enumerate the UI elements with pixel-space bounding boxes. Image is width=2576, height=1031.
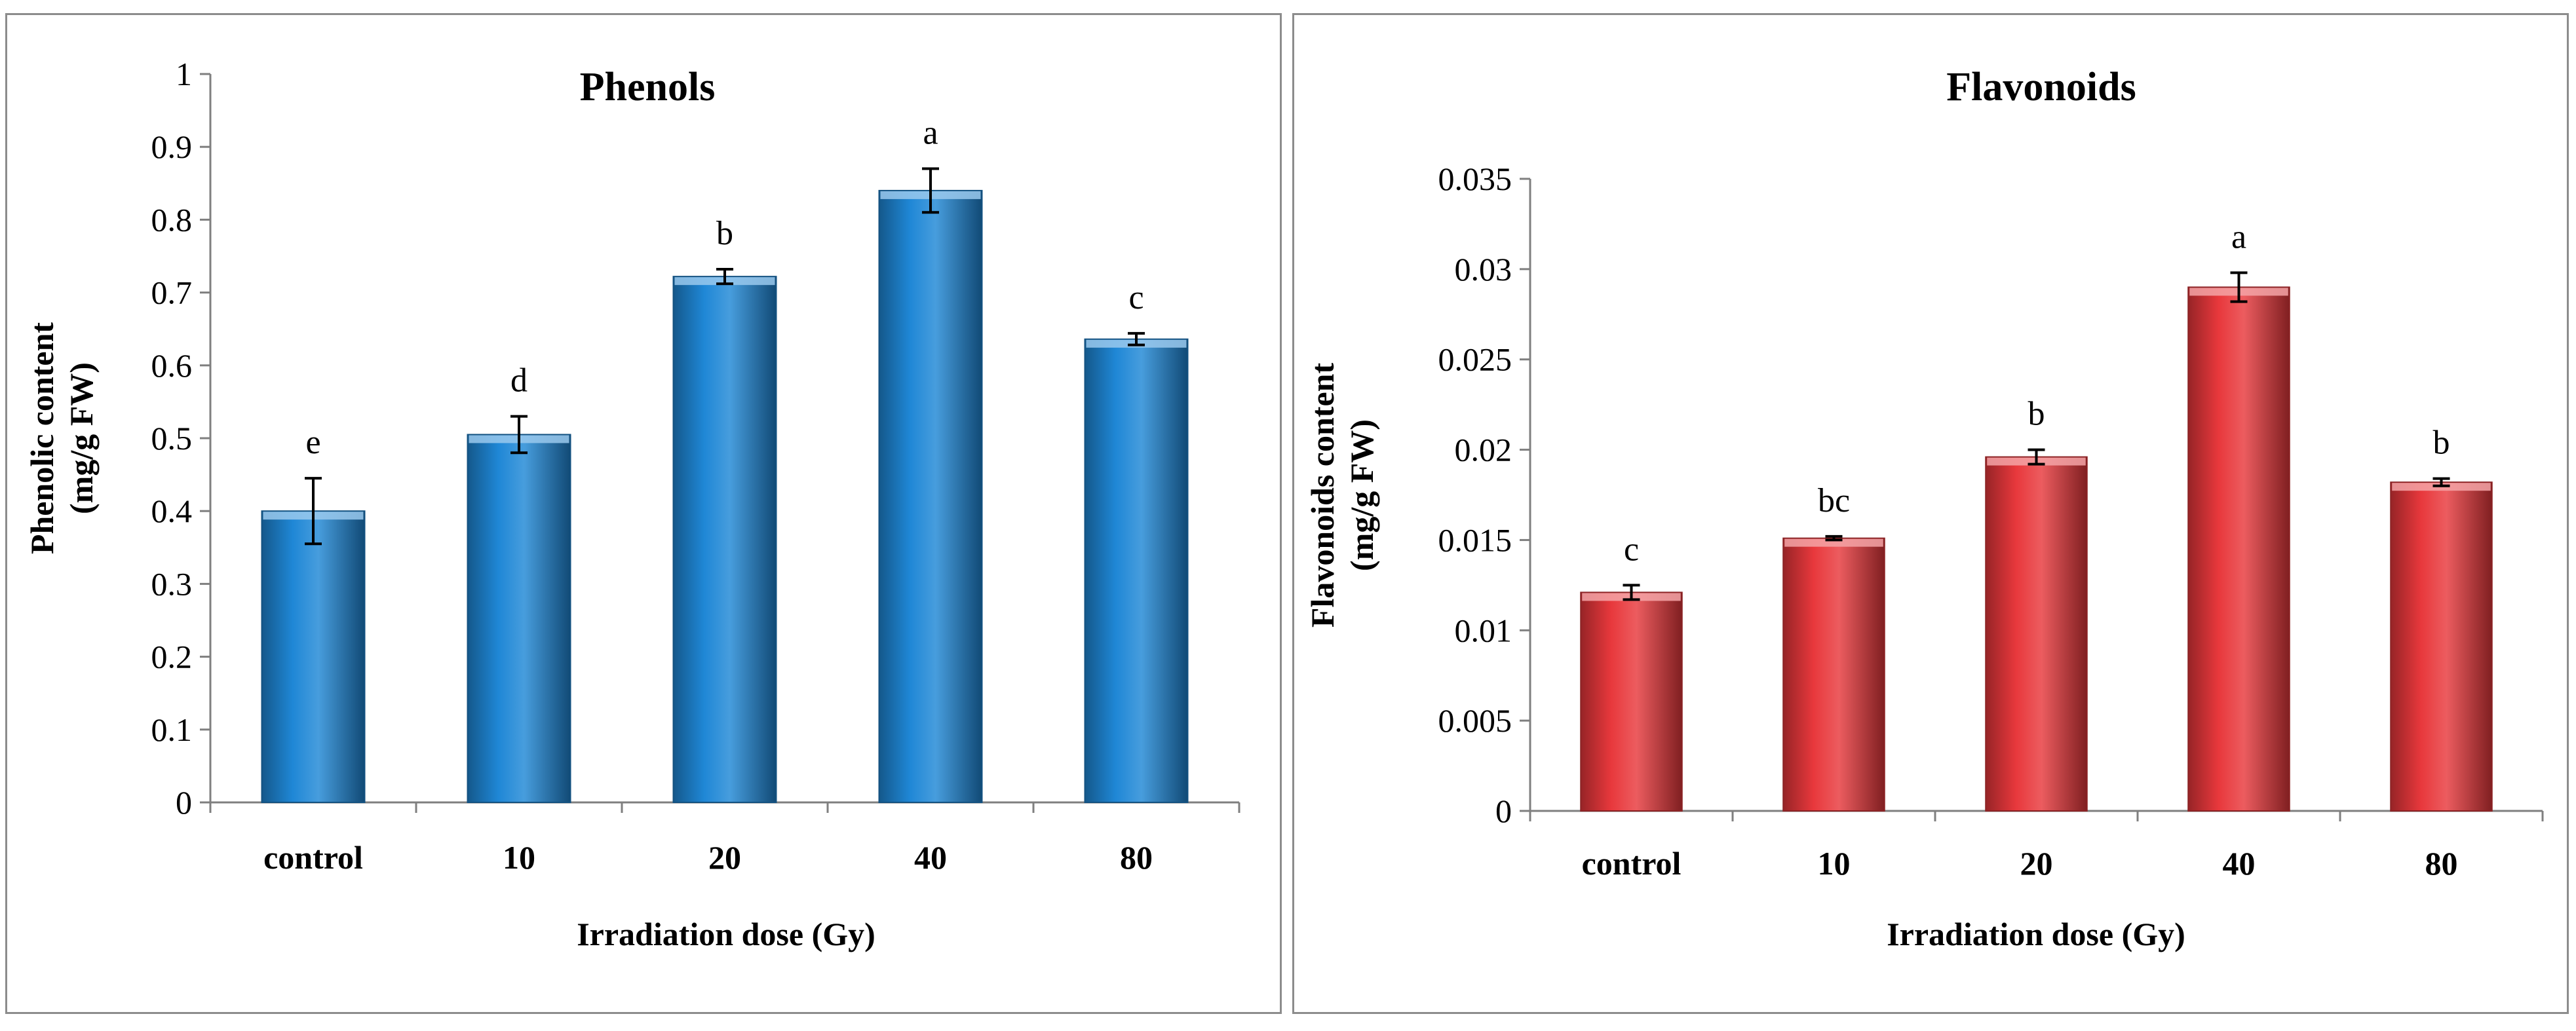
y-tick-label: 0.9 <box>151 128 193 165</box>
flavonoids-chart: Flavonoids 0 0.005 0.01 0.015 0.02 0.025 0.03 0.… <box>1304 65 2544 952</box>
significance-letter: e <box>305 424 320 461</box>
chart-title: Flavonoids <box>1946 65 2136 109</box>
x-category-label: control <box>263 839 363 876</box>
y-tick-label: 0.8 <box>151 201 193 238</box>
y-tick-label: 0.3 <box>151 565 193 602</box>
x-category-label: 10 <box>1818 845 1851 882</box>
y-tick-label: 0.03 <box>1455 251 1512 288</box>
y-tick-label: 0.2 <box>151 639 193 675</box>
y-tick-label: 0.7 <box>151 274 193 311</box>
bar-40 <box>2187 286 2290 812</box>
bar-80 <box>1084 338 1189 803</box>
x-category-label: 40 <box>914 839 947 876</box>
y-tick-label: 0.035 <box>1438 160 1512 197</box>
y-axis-title-line1: Phenolic content <box>24 322 60 554</box>
y-axis-title-line2: (mg/g FW) <box>63 362 100 514</box>
x-category-label: control <box>1582 845 1682 882</box>
x-category-label: 20 <box>708 839 741 876</box>
phenols-chart: Phenols 0 0.1 0.2 0.3 0.4 0.5 0.6 0.7 0.8 0.9 1 e con… <box>24 56 1240 952</box>
bar-20 <box>1985 456 2088 812</box>
y-tick-label: 1 <box>176 56 192 92</box>
y-tick-label: 0.02 <box>1455 432 1512 468</box>
significance-letter: b <box>2433 424 2450 462</box>
significance-letter: bc <box>1818 482 1850 519</box>
significance-letter: d <box>510 362 528 400</box>
x-category-label: 80 <box>2425 845 2458 882</box>
bar-10 <box>467 434 571 803</box>
significance-letter: c <box>1128 279 1144 316</box>
bar-20 <box>672 276 777 803</box>
chart-title: Phenols <box>580 65 716 109</box>
significance-letter: a <box>2231 218 2246 255</box>
x-category-label: 10 <box>503 839 535 876</box>
flavonoids-chart-panel: Flavonoids 0 0.005 0.01 0.015 0.02 0.025 0.03 0.… <box>1292 13 2569 1014</box>
bar-40 <box>878 189 983 804</box>
y-tick-label: 0 <box>176 784 192 821</box>
significance-letter: a <box>923 115 938 152</box>
y-tick-label: 0.005 <box>1438 702 1512 739</box>
x-axis-title: Irradiation dose (Gy) <box>1887 916 2185 952</box>
bar-80 <box>2390 481 2493 812</box>
y-tick-label: 0.4 <box>151 493 193 529</box>
x-category-label: 80 <box>1120 839 1153 876</box>
x-axis-title: Irradiation dose (Gy) <box>577 916 875 952</box>
y-tick-label: 0.025 <box>1438 341 1512 378</box>
y-axis-title-line1: Flavonoids content <box>1304 363 1341 628</box>
bar-top-highlight <box>1784 538 1883 547</box>
significance-letter: b <box>716 215 733 252</box>
y-axis-title-line2: (mg/g FW) <box>1343 419 1380 571</box>
y-tick-label: 0.1 <box>151 711 193 748</box>
y-tick-label: 0 <box>1495 793 1512 829</box>
x-category-label: 40 <box>2223 845 2256 882</box>
y-tick-label: 0.01 <box>1455 612 1512 648</box>
y-tick-label: 0.015 <box>1438 521 1512 558</box>
x-category-label: 20 <box>2020 845 2053 882</box>
bar-10 <box>1782 537 1885 812</box>
significance-letter: b <box>2028 396 2045 433</box>
significance-letter: c <box>1624 531 1639 568</box>
phenols-chart-panel: Phenols 0 0.1 0.2 0.3 0.4 0.5 0.6 0.7 0.8 0.9 1 e con… <box>5 13 1282 1014</box>
y-tick-label: 0.5 <box>151 420 193 457</box>
y-tick-label: 0.6 <box>151 347 193 384</box>
bar-control <box>261 510 366 803</box>
bar-control <box>1580 591 1683 812</box>
